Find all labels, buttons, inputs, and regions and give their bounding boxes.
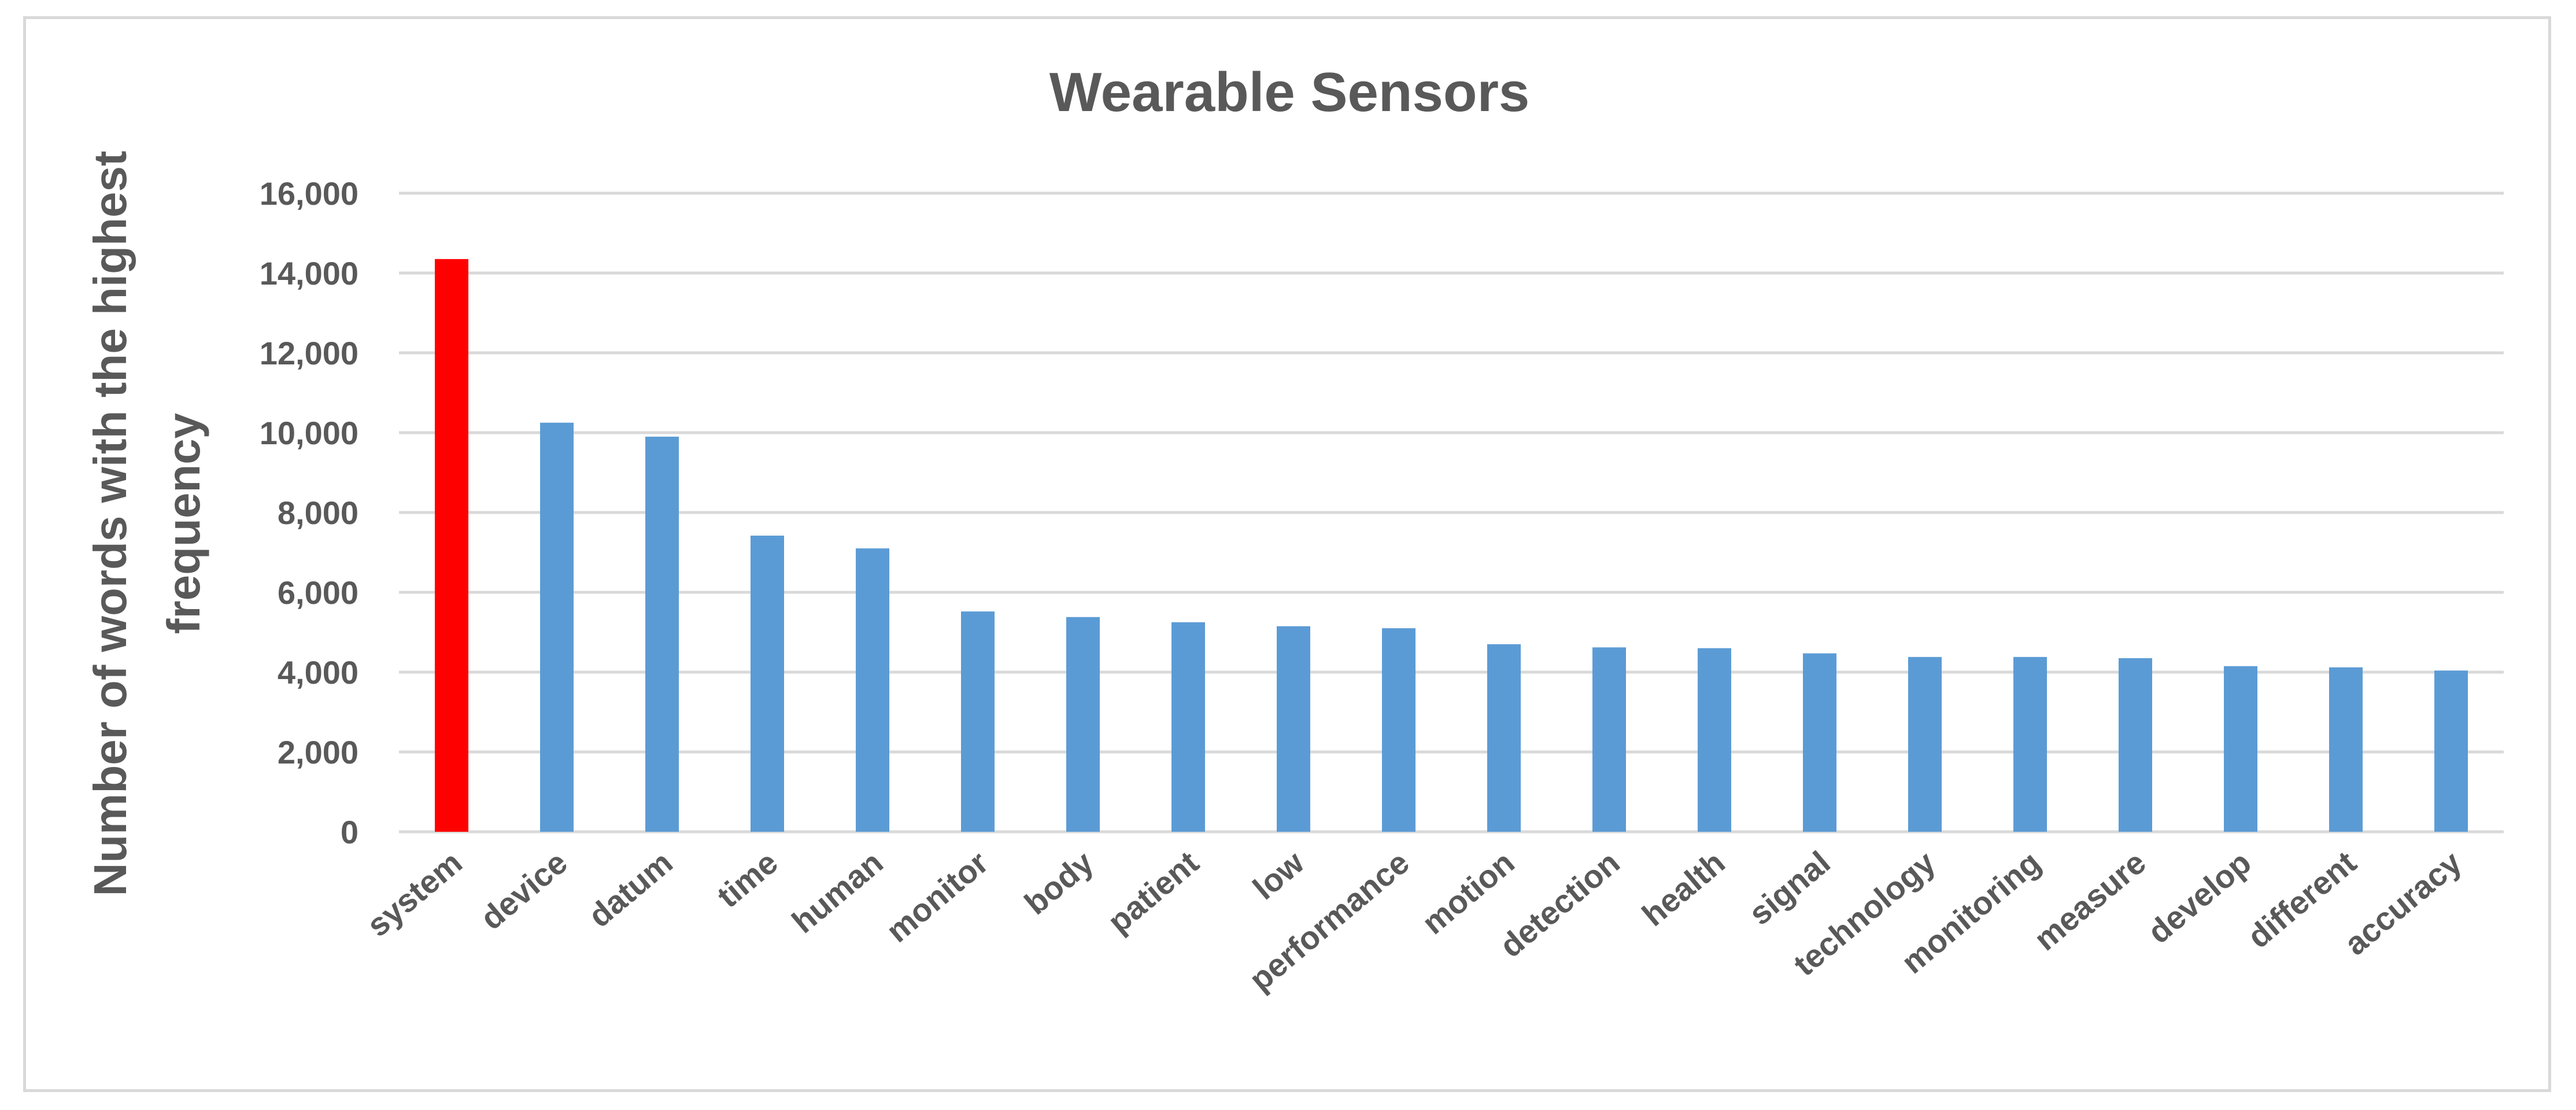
bars [435, 259, 2468, 832]
x-category-label: measure [2027, 844, 2153, 957]
bar-device [540, 422, 574, 832]
x-category-label: monitor [879, 844, 995, 949]
bar-develop [2224, 666, 2257, 832]
x-category-label: low [1246, 844, 1311, 907]
y-tick-label: 4,000 [278, 654, 359, 691]
x-category-label: body [1018, 844, 1100, 921]
bar-signal [1803, 653, 1836, 832]
bar-motion [1487, 644, 1521, 832]
bar-performance [1382, 628, 1415, 832]
gridlines [399, 191, 2504, 834]
x-category-label: health [1635, 844, 1732, 933]
y-axis-ticks: 0 2,000 4,000 6,000 8,000 10,000 12,000 14,000 1… [260, 175, 359, 850]
bar-different [2329, 667, 2363, 832]
bar-health [1698, 648, 1731, 832]
x-category-label: patient [1101, 844, 1206, 940]
x-category-label: human [785, 844, 890, 940]
x-category-label: accuracy [2337, 844, 2468, 962]
bar-measure [2119, 658, 2152, 832]
bar-detection [1592, 647, 1626, 832]
y-tick-label: 10,000 [260, 415, 359, 451]
bar-technology [1908, 657, 1942, 832]
bar-time [751, 536, 784, 832]
x-category-label: develop [2141, 844, 2258, 950]
y-tick-label: 16,000 [260, 175, 359, 212]
y-tick-label: 12,000 [260, 335, 359, 371]
bar-accuracy [2434, 670, 2468, 832]
bar-patient [1171, 622, 1205, 832]
y-axis-label-line-1: Number of words with the highest [84, 151, 136, 897]
y-axis-label: Number of words with the highest frequen… [84, 151, 209, 897]
chart-title: Wearable Sensors [1049, 61, 1530, 123]
bar-human [856, 548, 889, 832]
bar-low [1277, 626, 1310, 832]
y-axis-label-line-2: frequency [158, 412, 209, 634]
y-tick-label: 14,000 [260, 255, 359, 292]
bar-monitoring [2013, 657, 2047, 832]
y-tick-label: 2,000 [278, 734, 359, 770]
bar-datum [645, 436, 679, 832]
x-category-label: device [474, 844, 574, 936]
x-category-label: system [360, 844, 468, 943]
x-category-label: time [710, 844, 785, 914]
y-tick-label: 6,000 [278, 574, 359, 611]
bar-body [1066, 617, 1100, 832]
y-tick-label: 8,000 [278, 495, 359, 531]
x-category-label: datum [582, 844, 679, 934]
bar-monitor [961, 611, 995, 832]
x-category-label: signal [1742, 844, 1836, 932]
y-tick-label: 0 [341, 814, 359, 850]
bar-system [435, 259, 468, 832]
